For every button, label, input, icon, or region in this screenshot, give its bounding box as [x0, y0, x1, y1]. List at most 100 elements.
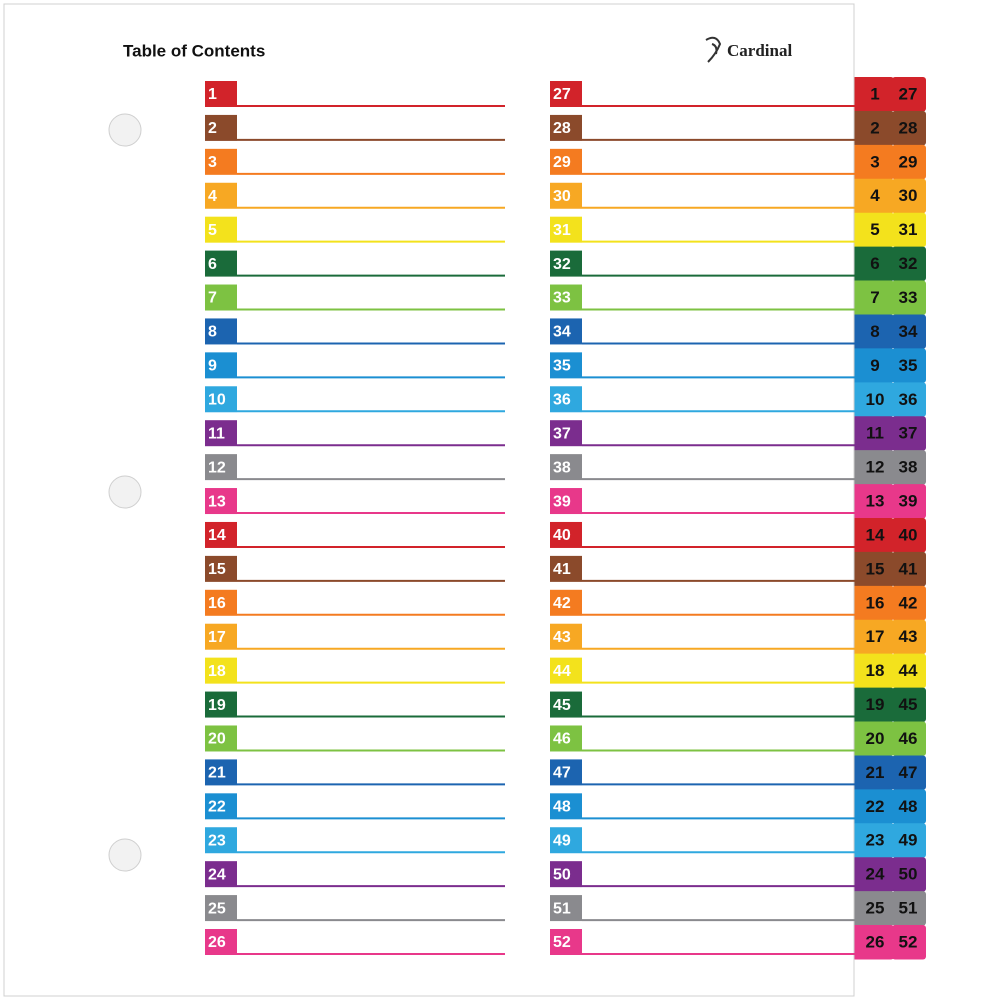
tab-label: 40 — [899, 525, 918, 544]
tab-label: 12 — [866, 458, 885, 477]
entry-number: 48 — [553, 799, 571, 816]
tab — [852, 450, 894, 485]
number-box — [205, 691, 237, 718]
entry-number: 47 — [553, 765, 571, 782]
number-box — [205, 81, 237, 107]
entry-number: 46 — [553, 731, 571, 748]
entry-number: 7 — [208, 290, 217, 307]
tab-label: 22 — [866, 797, 885, 816]
entry-number: 18 — [208, 663, 226, 680]
number-box — [205, 250, 237, 277]
tab — [892, 551, 926, 587]
entry-number: 20 — [208, 731, 226, 748]
number-box — [550, 420, 582, 447]
number-box — [205, 657, 237, 684]
number-box — [550, 81, 582, 107]
tab — [892, 619, 926, 655]
tab — [852, 585, 894, 621]
tab-label: 44 — [899, 661, 918, 680]
entry-number: 11 — [208, 425, 225, 442]
tab-label: 9 — [870, 356, 879, 375]
number-box — [550, 929, 582, 955]
tab-label: 26 — [866, 932, 885, 951]
tab-label: 33 — [899, 288, 918, 307]
entry-number: 16 — [208, 595, 226, 612]
tab — [852, 484, 894, 519]
entry-number: 31 — [553, 222, 571, 239]
entry-number: 9 — [208, 358, 217, 375]
tab — [852, 178, 894, 214]
entry-number: 45 — [553, 697, 571, 714]
tab-label: 34 — [899, 322, 918, 341]
tab — [892, 653, 926, 689]
tab-label: 51 — [899, 899, 918, 918]
punch-hole — [108, 838, 142, 872]
tab — [852, 212, 894, 248]
tab-label: 43 — [899, 627, 918, 646]
tab — [852, 518, 894, 553]
tab — [892, 518, 926, 553]
tab — [852, 416, 894, 451]
number-box — [550, 148, 582, 175]
tab — [852, 348, 894, 383]
tab — [852, 280, 894, 315]
entry-number: 22 — [208, 799, 226, 816]
tab-label: 29 — [899, 152, 918, 171]
tab-label: 19 — [866, 695, 885, 714]
tab — [852, 382, 894, 417]
number-box — [205, 929, 237, 955]
tab — [852, 789, 894, 824]
number-box — [205, 589, 237, 616]
tab-label: 15 — [866, 559, 885, 578]
tab — [852, 823, 894, 858]
brand: Cardinal — [727, 41, 792, 60]
tab — [892, 382, 926, 417]
number-box — [550, 895, 582, 922]
tab-label: 16 — [866, 593, 885, 612]
entry-number: 44 — [553, 663, 571, 680]
tab-label: 8 — [870, 322, 879, 341]
tab-label: 23 — [866, 831, 885, 850]
tab-label: 14 — [866, 525, 885, 544]
tab-label: 41 — [899, 559, 918, 578]
tab — [852, 925, 894, 960]
number-box — [205, 454, 237, 481]
tab-label: 4 — [870, 186, 880, 205]
tab-label: 47 — [899, 763, 918, 782]
entry-number: 5 — [208, 222, 217, 239]
number-box — [205, 555, 237, 582]
number-box — [550, 521, 582, 548]
entry-number: 14 — [208, 527, 226, 544]
title: Table of Contents — [123, 41, 265, 60]
tab-label: 10 — [866, 390, 885, 409]
number-box — [205, 284, 237, 311]
tab — [892, 110, 926, 146]
entry-number: 42 — [553, 595, 571, 612]
entry-number: 35 — [553, 358, 571, 375]
entry-number: 8 — [208, 324, 217, 341]
entry-number: 30 — [553, 188, 571, 205]
number-box — [550, 386, 582, 413]
number-box — [550, 182, 582, 209]
tab-label: 28 — [899, 118, 918, 137]
entry-number: 10 — [208, 391, 226, 408]
tab — [892, 144, 926, 180]
tab — [892, 314, 926, 349]
tab-label: 31 — [899, 220, 918, 239]
number-box — [550, 488, 582, 515]
tab-label: 24 — [866, 865, 885, 884]
tab — [852, 314, 894, 349]
tab-label: 1 — [870, 84, 879, 103]
entry-number: 41 — [553, 561, 571, 578]
number-box — [550, 657, 582, 684]
tab-label: 7 — [870, 288, 879, 307]
tab-label: 52 — [899, 932, 918, 951]
tab — [892, 823, 926, 858]
number-box — [550, 284, 582, 311]
tab — [852, 619, 894, 655]
entry-number: 15 — [208, 561, 226, 578]
number-box — [205, 488, 237, 515]
punch-hole — [108, 113, 142, 147]
entry-number: 51 — [553, 900, 571, 917]
